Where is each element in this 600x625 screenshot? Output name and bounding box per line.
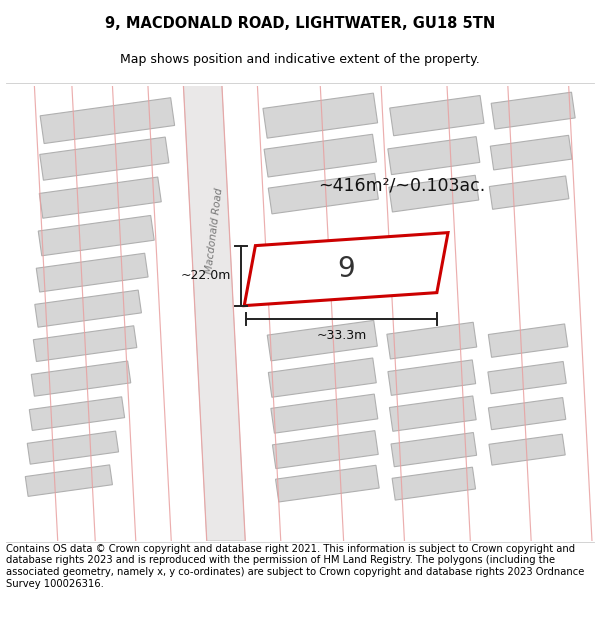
Polygon shape bbox=[271, 394, 378, 433]
Polygon shape bbox=[40, 98, 175, 144]
Polygon shape bbox=[490, 136, 572, 170]
Polygon shape bbox=[491, 92, 575, 129]
Text: ~33.3m: ~33.3m bbox=[316, 329, 367, 342]
Polygon shape bbox=[392, 467, 476, 500]
Polygon shape bbox=[40, 137, 169, 180]
Polygon shape bbox=[389, 396, 476, 431]
Polygon shape bbox=[29, 397, 125, 431]
Text: ~22.0m: ~22.0m bbox=[181, 269, 231, 282]
Polygon shape bbox=[36, 253, 148, 292]
Polygon shape bbox=[387, 322, 477, 359]
Polygon shape bbox=[244, 232, 448, 306]
Polygon shape bbox=[184, 86, 245, 541]
Polygon shape bbox=[268, 173, 379, 214]
Polygon shape bbox=[38, 216, 154, 256]
Text: Contains OS data © Crown copyright and database right 2021. This information is : Contains OS data © Crown copyright and d… bbox=[6, 544, 584, 589]
Text: ~416m²/~0.103ac.: ~416m²/~0.103ac. bbox=[318, 177, 485, 194]
Polygon shape bbox=[390, 96, 484, 136]
Polygon shape bbox=[268, 358, 376, 398]
Text: 9: 9 bbox=[337, 255, 355, 283]
Text: Map shows position and indicative extent of the property.: Map shows position and indicative extent… bbox=[120, 53, 480, 66]
Polygon shape bbox=[31, 361, 131, 396]
Polygon shape bbox=[35, 290, 142, 327]
Polygon shape bbox=[25, 465, 112, 496]
Polygon shape bbox=[267, 321, 377, 361]
Polygon shape bbox=[34, 326, 137, 361]
Polygon shape bbox=[388, 137, 480, 174]
Polygon shape bbox=[263, 93, 377, 138]
Polygon shape bbox=[488, 361, 566, 394]
Polygon shape bbox=[488, 324, 568, 357]
Polygon shape bbox=[489, 434, 565, 465]
Polygon shape bbox=[388, 360, 476, 396]
Polygon shape bbox=[490, 176, 569, 209]
Polygon shape bbox=[275, 465, 379, 502]
Polygon shape bbox=[389, 175, 479, 212]
Text: Macdonald Road: Macdonald Road bbox=[203, 187, 224, 274]
Polygon shape bbox=[27, 431, 119, 464]
Text: 9, MACDONALD ROAD, LIGHTWATER, GU18 5TN: 9, MACDONALD ROAD, LIGHTWATER, GU18 5TN bbox=[105, 16, 495, 31]
Polygon shape bbox=[488, 398, 566, 429]
Polygon shape bbox=[391, 432, 476, 467]
Polygon shape bbox=[264, 134, 376, 177]
Polygon shape bbox=[39, 177, 161, 218]
Polygon shape bbox=[272, 431, 378, 469]
